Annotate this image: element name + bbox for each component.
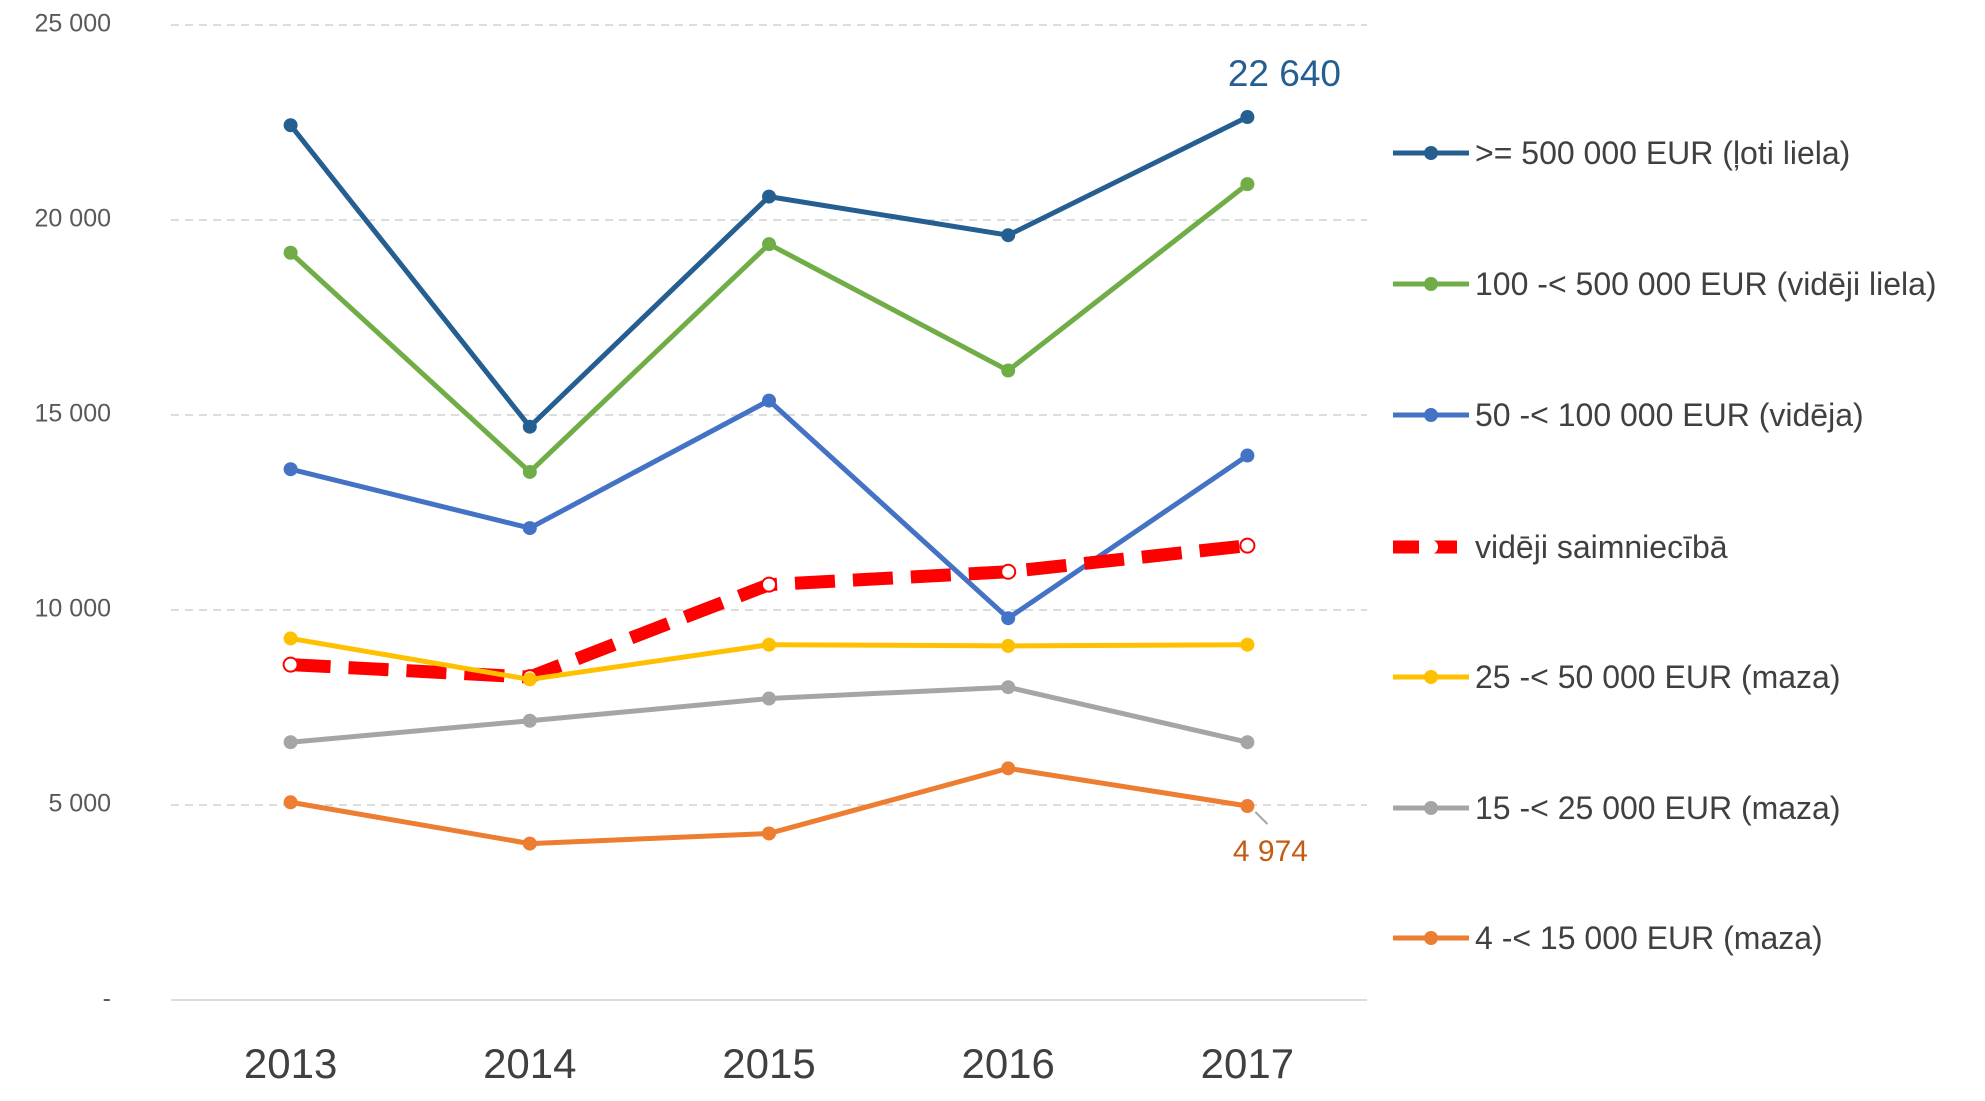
y-tick-label: 25 000 — [35, 10, 111, 38]
data-label: 4 974 — [1233, 835, 1308, 868]
marker — [522, 419, 537, 434]
marker — [1240, 799, 1255, 814]
marker — [1240, 735, 1255, 750]
legend-marker — [1424, 408, 1438, 422]
x-tick-label: 2017 — [1201, 1040, 1294, 1087]
marker — [762, 826, 776, 841]
y-tick-label: - — [103, 985, 111, 1013]
dashed-line — [290, 539, 1249, 684]
marker — [762, 393, 776, 408]
marker — [762, 637, 776, 652]
legend-marker — [1424, 146, 1438, 160]
marker — [1001, 611, 1016, 626]
marker — [283, 245, 298, 260]
x-tick-label: 2015 — [722, 1040, 815, 1087]
marker — [522, 713, 537, 728]
legend-label: 25 -< 50 000 EUR (maza) — [1475, 659, 1841, 695]
marker — [1240, 177, 1255, 192]
marker — [1240, 110, 1255, 125]
marker — [1001, 228, 1016, 243]
legend-label: 15 -< 25 000 EUR (maza) — [1475, 790, 1841, 826]
marker — [1240, 448, 1255, 463]
marker — [1240, 637, 1255, 652]
marker — [522, 464, 537, 479]
legend-label: 4 -< 15 000 EUR (maza) — [1475, 920, 1823, 956]
marker — [283, 118, 298, 133]
marker — [1001, 761, 1016, 776]
marker — [283, 795, 298, 810]
marker — [522, 836, 537, 851]
legend-marker — [1424, 670, 1438, 684]
x-tick-label: 2016 — [961, 1040, 1054, 1087]
marker — [1001, 680, 1016, 695]
marker — [282, 656, 299, 673]
line — [288, 182, 1249, 475]
legend-marker — [1424, 931, 1438, 945]
marker — [283, 631, 298, 646]
legend-label: vidēji saimniecībā — [1475, 529, 1728, 565]
leader-line — [1254, 811, 1269, 825]
legend-label: >= 500 000 EUR (ļoti liela) — [1475, 135, 1851, 171]
data-label: 22 640 — [1228, 53, 1341, 94]
marker — [1001, 363, 1016, 378]
marker — [762, 691, 776, 706]
line — [288, 114, 1249, 430]
legend-marker — [1424, 801, 1438, 815]
y-tick-label: 20 000 — [35, 205, 111, 233]
marker — [762, 237, 776, 252]
marker — [1239, 537, 1256, 554]
marker — [761, 576, 777, 593]
legend-marker — [1424, 277, 1438, 291]
marker — [1001, 638, 1016, 653]
y-tick-label: 5 000 — [48, 790, 111, 818]
legend-marker — [1424, 540, 1438, 554]
y-tick-label: 10 000 — [35, 595, 111, 623]
marker — [762, 189, 776, 204]
x-tick-label: 2013 — [244, 1040, 337, 1087]
x-tick-label: 2014 — [483, 1040, 576, 1087]
legend-label: 50 -< 100 000 EUR (vidēja) — [1475, 397, 1864, 433]
marker — [1000, 563, 1017, 580]
marker — [283, 735, 298, 750]
marker — [522, 672, 537, 687]
marker — [522, 521, 537, 536]
marker — [283, 462, 298, 477]
legend-label: 100 -< 500 000 EUR (vidēji liela) — [1475, 266, 1937, 302]
y-tick-label: 15 000 — [35, 400, 111, 428]
